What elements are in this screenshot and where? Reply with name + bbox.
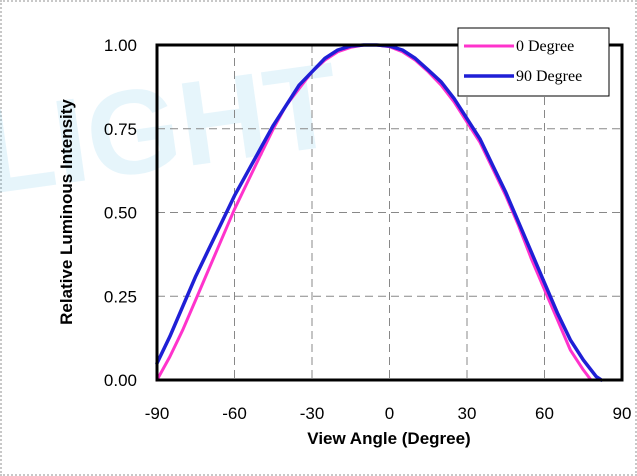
grid [157, 45, 622, 380]
x-tick-labels: -90 -60 -30 0 30 60 90 [145, 404, 632, 423]
x-tick-label: 0 [385, 404, 394, 423]
y-axis-title: Relative Luminous Intensity [57, 99, 76, 325]
legend-box [457, 27, 610, 97]
x-tick-label: 90 [613, 404, 632, 423]
y-tick-labels: 0.00 0.25 0.50 0.75 1.00 [104, 36, 137, 390]
x-tick-label: -90 [145, 404, 170, 423]
x-tick-label: -30 [300, 404, 325, 423]
y-tick-label: 0.75 [104, 120, 137, 139]
y-tick-label: 0.50 [104, 204, 137, 223]
plot-area-border [155, 43, 624, 382]
x-tick-label: -60 [222, 404, 247, 423]
legend-label-0-degree: 0 Degree [516, 38, 574, 55]
y-tick-label: 0.25 [104, 287, 137, 306]
legend-label-90-degree: 90 Degree [516, 68, 582, 85]
x-tick-label: 60 [535, 404, 554, 423]
y-tick-label: 0.00 [104, 371, 137, 390]
x-axis-title: View Angle (Degree) [307, 429, 470, 448]
x-tick-label: 30 [458, 404, 477, 423]
legend: 0 Degree 90 Degree [457, 27, 610, 97]
y-tick-label: 1.00 [104, 36, 137, 55]
